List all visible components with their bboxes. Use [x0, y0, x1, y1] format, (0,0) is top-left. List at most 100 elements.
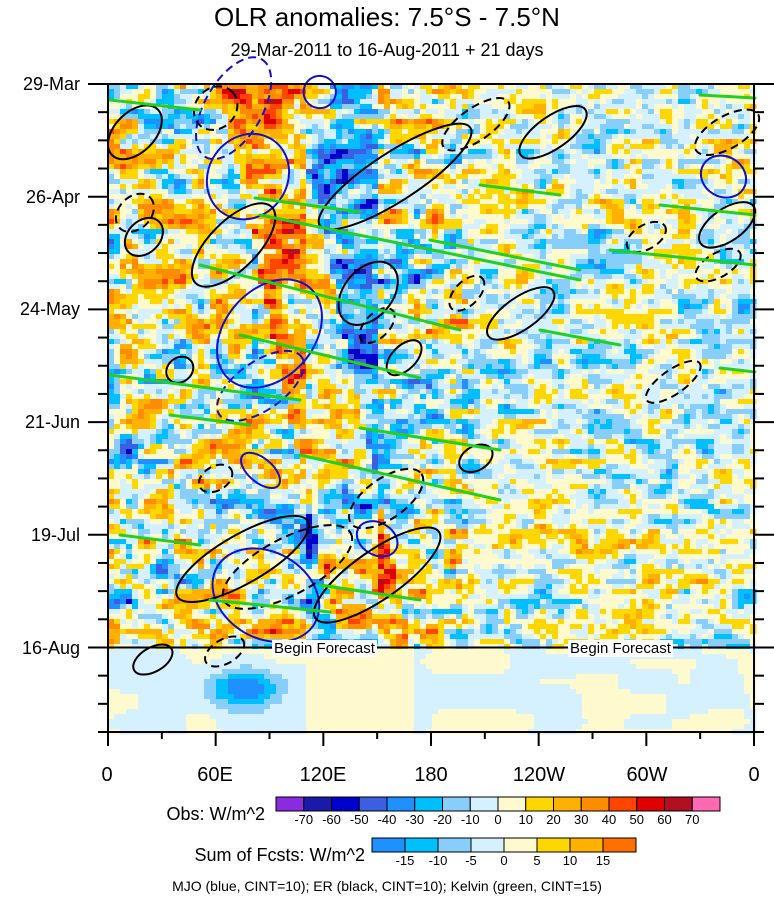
heat-cell — [348, 204, 355, 210]
heat-cell — [312, 194, 319, 200]
heat-cell — [468, 104, 475, 110]
heat-cell — [360, 179, 367, 185]
heat-cell — [180, 94, 187, 100]
heat-cell — [342, 164, 349, 170]
heat-cell — [324, 114, 331, 120]
heat-cell — [360, 284, 367, 290]
heat-cell — [498, 189, 505, 195]
heat-cell — [432, 284, 439, 290]
heat-cell — [714, 299, 721, 305]
heat-cell — [738, 289, 745, 295]
heat-cell — [204, 269, 211, 275]
heat-cell — [324, 169, 331, 175]
heat-cell — [588, 184, 595, 190]
heat-cell — [582, 269, 589, 275]
heat-cell — [684, 229, 691, 235]
heat-cell — [156, 184, 163, 190]
heat-cell — [138, 179, 145, 185]
heat-cell — [318, 244, 325, 250]
heat-cell — [234, 124, 241, 130]
heat-cell — [606, 209, 613, 215]
heat-cell — [372, 254, 379, 260]
heat-cell — [726, 89, 733, 95]
heat-cell — [270, 169, 277, 175]
heat-cell — [204, 139, 211, 145]
heat-cell — [510, 214, 517, 220]
heat-cell — [414, 89, 421, 95]
heat-cell — [402, 209, 409, 215]
heat-cell — [282, 109, 289, 115]
heat-cell — [564, 289, 571, 295]
heat-cell — [642, 204, 649, 210]
heat-cell — [444, 209, 451, 215]
heat-cell — [336, 259, 343, 265]
heat-cell — [216, 304, 223, 310]
heat-cell — [678, 239, 685, 245]
heat-cell — [228, 94, 235, 100]
heat-cell — [348, 129, 355, 135]
heat-cell — [378, 109, 385, 115]
heat-cell — [624, 309, 631, 315]
heat-cell — [186, 129, 193, 135]
heat-cell — [690, 304, 697, 310]
heat-cell — [666, 114, 673, 120]
heat-cell — [288, 129, 295, 135]
heat-cell — [342, 154, 349, 160]
heat-cell — [132, 114, 139, 120]
heat-cell — [558, 219, 565, 225]
heat-cell — [486, 99, 493, 105]
heat-cell — [396, 214, 403, 220]
heat-cell — [468, 214, 475, 220]
heat-cell — [618, 179, 625, 185]
heat-cell — [606, 284, 613, 290]
heat-cell — [270, 184, 277, 190]
heat-cell — [510, 204, 517, 210]
heat-cell — [600, 239, 607, 245]
heat-cell — [186, 194, 193, 200]
heat-cell — [354, 109, 361, 115]
heat-cell — [504, 174, 511, 180]
heat-cell — [528, 229, 535, 235]
heat-cell — [564, 229, 571, 235]
heat-cell — [462, 269, 469, 275]
heat-cell — [450, 244, 457, 250]
heat-cell — [210, 259, 217, 265]
heat-cell — [666, 199, 673, 205]
heat-cell — [186, 249, 193, 255]
heat-cell — [276, 99, 283, 105]
heat-cell — [696, 89, 703, 95]
heat-cell — [456, 239, 463, 245]
heat-cell — [588, 274, 595, 280]
heat-cell — [456, 99, 463, 105]
heat-cell — [354, 174, 361, 180]
heat-cell — [576, 144, 583, 150]
heat-cell — [672, 289, 679, 295]
heat-cell — [540, 204, 547, 210]
heat-cell — [486, 109, 493, 115]
heat-cell — [708, 269, 715, 275]
heat-cell — [258, 314, 265, 320]
heat-cell — [168, 199, 175, 205]
heat-cell — [552, 144, 559, 150]
heat-cell — [480, 284, 487, 290]
heat-cell — [246, 304, 253, 310]
heat-cell — [606, 299, 613, 305]
heat-cell — [258, 289, 265, 295]
heat-cell — [672, 84, 679, 90]
heat-cell — [414, 144, 421, 150]
heat-cell — [444, 294, 451, 300]
heat-cell — [264, 119, 271, 125]
heat-cell — [474, 264, 481, 270]
heat-cell — [456, 89, 463, 95]
heat-cell — [690, 169, 697, 175]
heat-cell — [378, 184, 385, 190]
heat-cell — [372, 229, 379, 235]
heat-cell — [300, 169, 307, 175]
heat-cell — [426, 104, 433, 110]
heat-cell — [408, 144, 415, 150]
heat-cell — [240, 119, 247, 125]
heat-cell — [522, 149, 529, 155]
heat-cell — [708, 84, 715, 90]
heat-cell — [720, 84, 727, 90]
heat-cell — [408, 114, 415, 120]
